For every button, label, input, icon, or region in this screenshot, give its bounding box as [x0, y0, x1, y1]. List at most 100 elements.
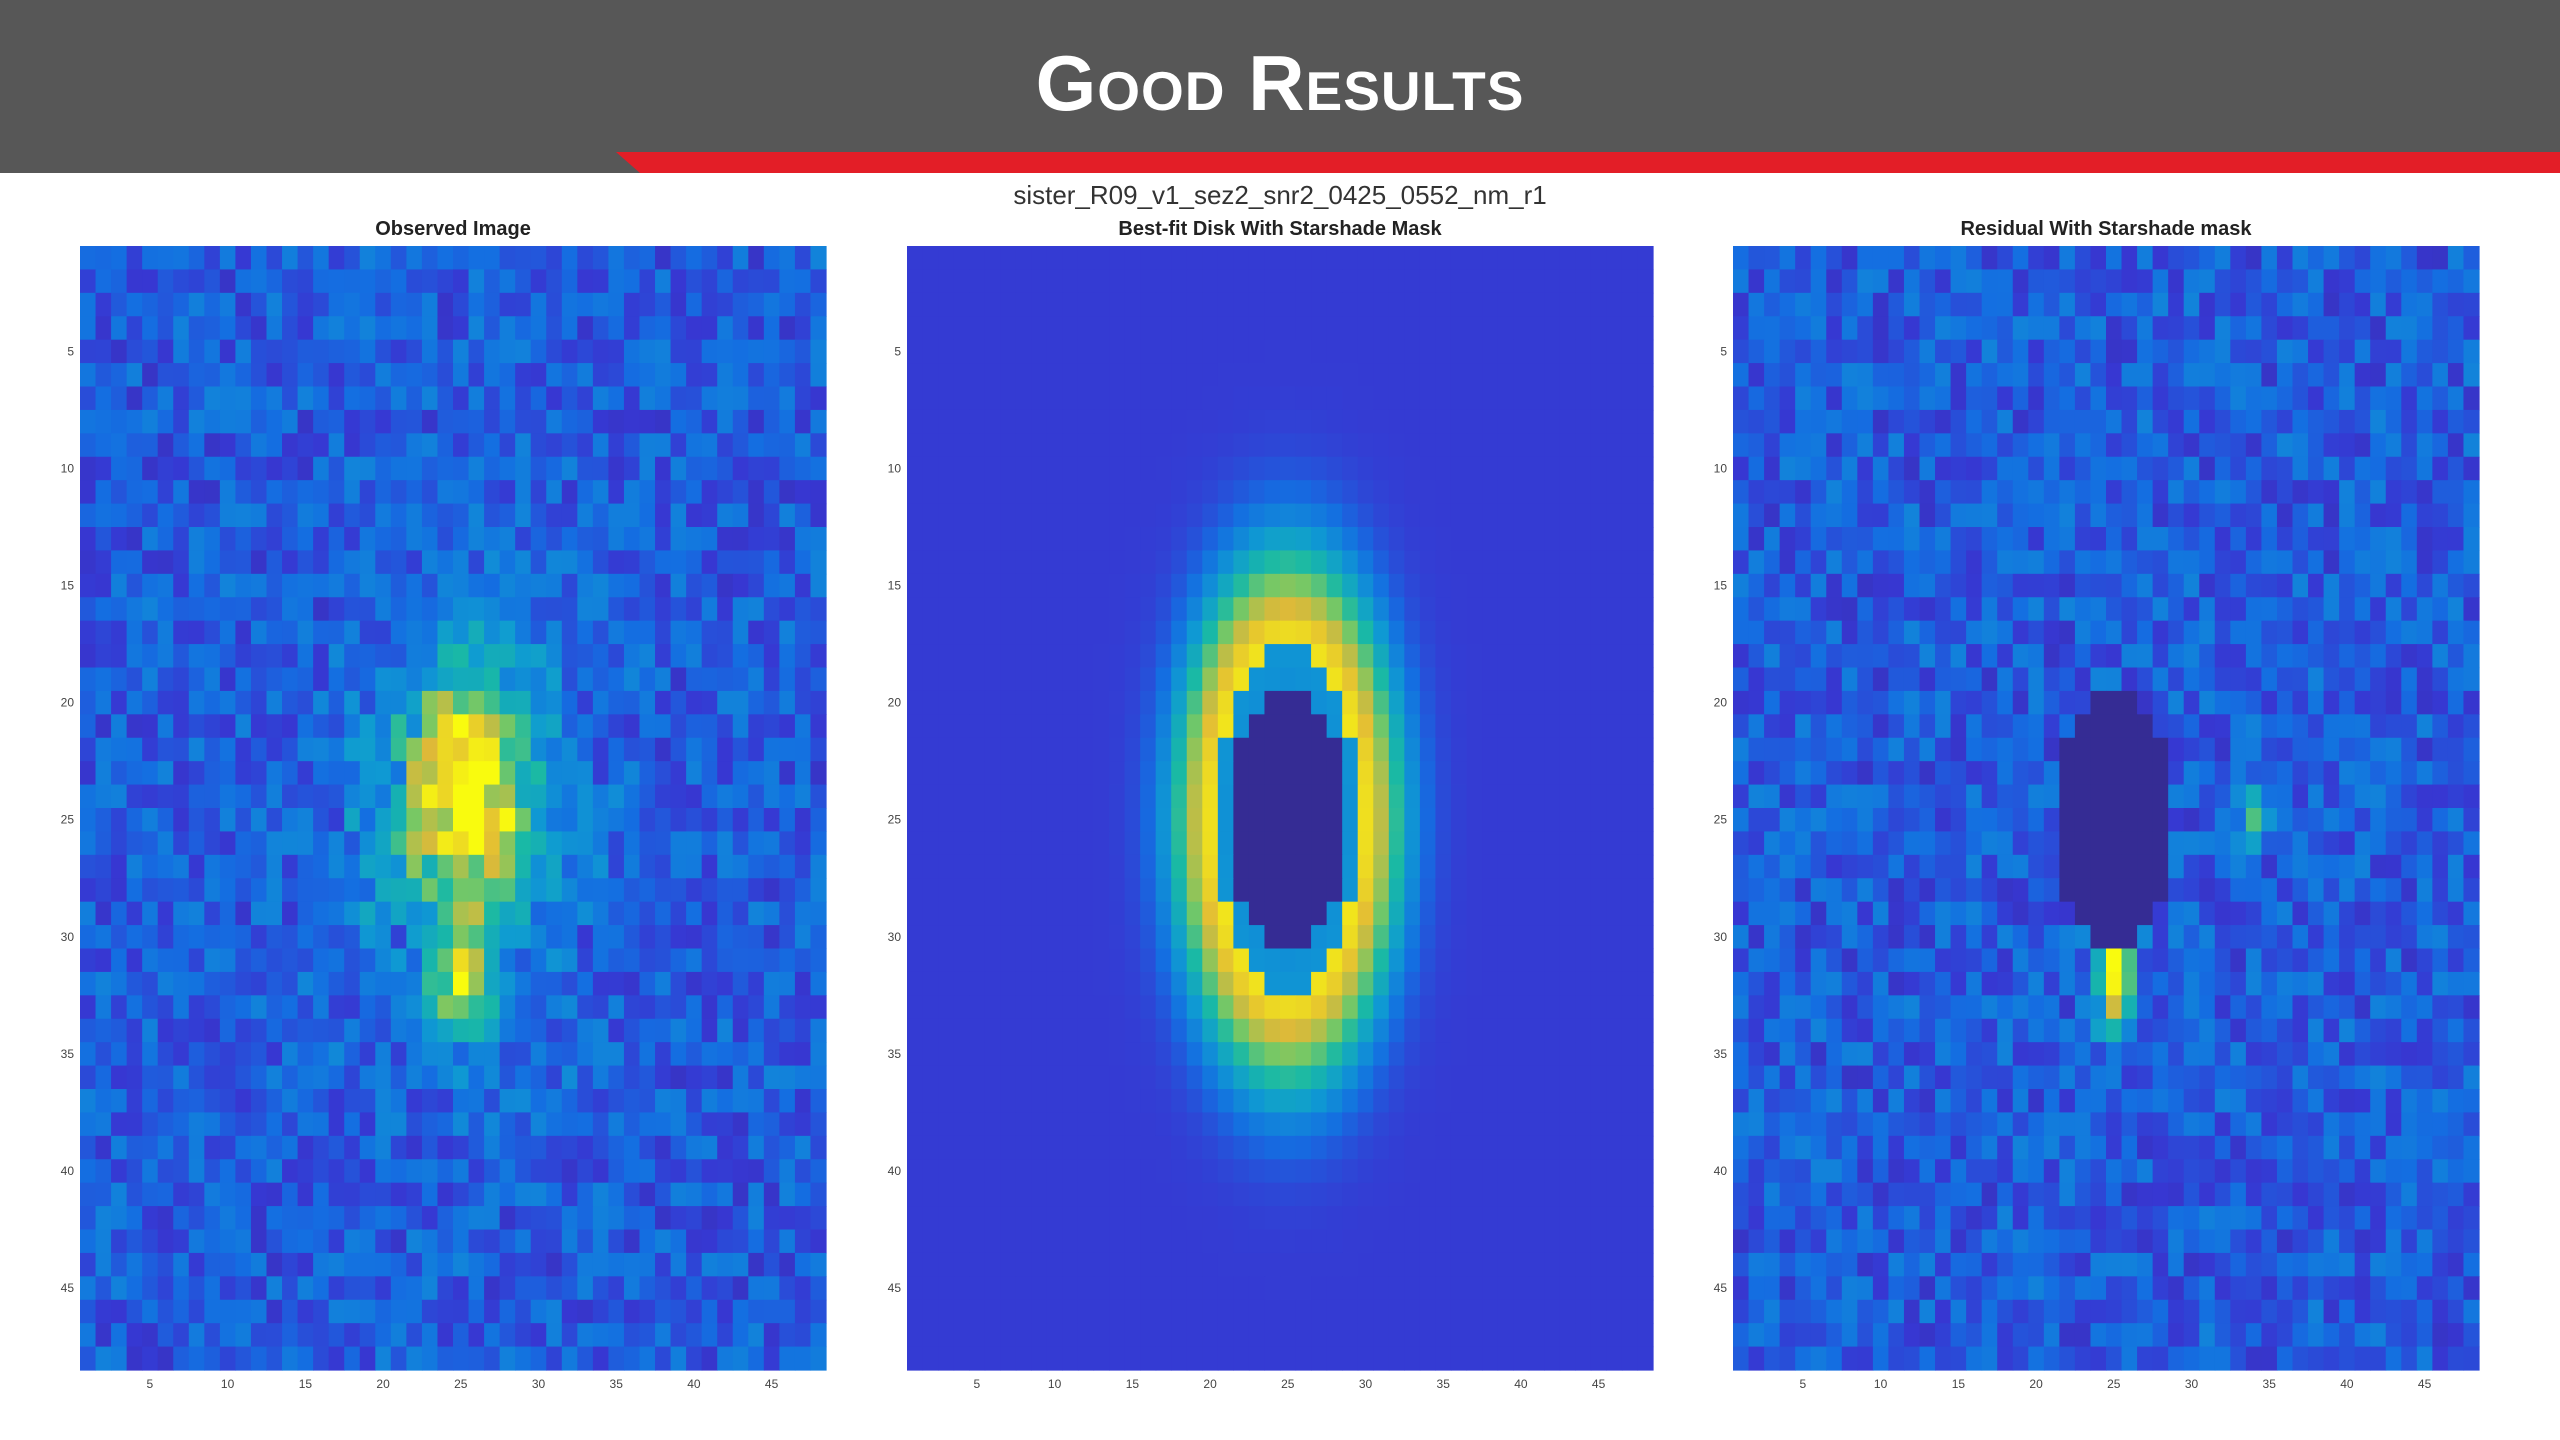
heatmap-cell [1248, 901, 1266, 926]
heatmap-cell [1513, 363, 1530, 388]
heatmap-cell [1388, 667, 1405, 692]
heatmap-cell [2183, 292, 2200, 317]
heatmap-cell [1109, 1042, 1126, 1067]
heatmap-cell [390, 1229, 407, 1254]
heatmap-cell [1606, 737, 1623, 762]
heatmap-cell [1202, 1018, 1219, 1043]
heatmap-cell [701, 971, 718, 996]
heatmap-cell [1435, 620, 1452, 645]
heatmap-cell [794, 620, 812, 645]
heatmap-cell [969, 1206, 986, 1231]
heatmap-cell [623, 737, 641, 762]
heatmap-cell [1093, 831, 1110, 856]
heatmap-cell [1109, 503, 1126, 528]
heatmap-cell [2432, 246, 2449, 271]
heatmap-cell [1637, 246, 1654, 271]
heatmap-cell [1419, 925, 1437, 950]
heatmap-cell [1575, 1206, 1592, 1231]
heatmap-cell [1357, 433, 1374, 458]
heatmap-cell [126, 737, 143, 762]
heatmap-cell [95, 269, 112, 294]
heatmap-cell [95, 948, 112, 973]
heatmap-cell [1155, 901, 1172, 926]
heatmap-cell [670, 714, 687, 739]
heatmap-cell [2090, 269, 2107, 294]
heatmap-cell [623, 1229, 641, 1254]
heatmap-cell [204, 948, 221, 973]
heatmap-cell [453, 363, 470, 388]
heatmap-cell [608, 1206, 625, 1231]
heatmap-cell [219, 995, 237, 1020]
heatmap-cell [1015, 1276, 1032, 1301]
heatmap-cell [1419, 409, 1437, 434]
heatmap-cell [235, 269, 252, 294]
heatmap-cell [810, 433, 827, 458]
heatmap-cell [1248, 1065, 1266, 1090]
heatmap-cell [1186, 480, 1203, 505]
heatmap-cell [1186, 784, 1203, 809]
heatmap-cell [670, 1276, 687, 1301]
heatmap-cell [701, 246, 718, 271]
heatmap-cell [173, 433, 190, 458]
heatmap-cell [577, 246, 594, 271]
heatmap-cell [592, 503, 610, 528]
heatmap-cell [779, 1252, 796, 1277]
heatmap-cell [1140, 667, 1157, 692]
heatmap-cell [1046, 1346, 1064, 1371]
heatmap-cell [1373, 620, 1390, 645]
heatmap-cell [1311, 1299, 1328, 1324]
heatmap-cell [1186, 948, 1203, 973]
heatmap-cell [111, 714, 128, 739]
heatmap-cell [969, 1018, 986, 1043]
heatmap-cell [188, 995, 205, 1020]
heatmap-cell [1186, 1252, 1203, 1277]
heatmap-cell [810, 784, 827, 809]
heatmap-cell [126, 292, 143, 317]
heatmap-cell [1544, 573, 1561, 598]
heatmap-cell [359, 714, 376, 739]
heatmap-cell [1637, 527, 1654, 552]
heatmap-cell [375, 854, 392, 879]
heatmap-cell [984, 667, 1001, 692]
heatmap-cell [421, 292, 439, 317]
heatmap-cell [907, 246, 924, 271]
heatmap-cell [1280, 948, 1297, 973]
heatmap-cell [922, 1229, 939, 1254]
heatmap-cell [1466, 1018, 1483, 1043]
heatmap-cell [639, 1065, 656, 1090]
heatmap-cell [1997, 292, 2014, 317]
heatmap-cell [188, 527, 205, 552]
heatmap-cell [359, 456, 376, 481]
heatmap-cell [2416, 246, 2433, 271]
heatmap-cell [157, 644, 174, 669]
heatmap-cell [344, 690, 361, 715]
heatmap-cell [1575, 386, 1592, 411]
heatmap-cell [717, 948, 734, 973]
heatmap-cell [250, 1276, 268, 1301]
heatmap-cell [1062, 784, 1079, 809]
heatmap-cell [421, 1323, 439, 1348]
heatmap-cell [779, 386, 796, 411]
heatmap-cell [1621, 971, 1639, 996]
heatmap-cell [1233, 878, 1250, 903]
heatmap-cell [1435, 854, 1452, 879]
heatmap-cell [2183, 269, 2200, 294]
heatmap-cell [95, 363, 112, 388]
heatmap-cell [1373, 878, 1390, 903]
heatmap-cell [1062, 1065, 1079, 1090]
heatmap-cell [1124, 1042, 1141, 1067]
heatmap-cell [219, 1159, 237, 1184]
heatmap-cell [1109, 292, 1126, 317]
heatmap-cell [748, 1018, 765, 1043]
heatmap-cell [328, 784, 345, 809]
heatmap-cell [1326, 925, 1343, 950]
heatmap-cell [1031, 808, 1048, 833]
heatmap-cell [1544, 644, 1561, 669]
heatmap-cell [1388, 1135, 1405, 1160]
heatmap-cell [1186, 573, 1203, 598]
heatmap-cell [608, 246, 625, 271]
heatmap-cell [2432, 316, 2449, 341]
heatmap-cell [2121, 363, 2138, 388]
heatmap-cell [1000, 1135, 1017, 1160]
heatmap-cell [173, 1229, 190, 1254]
